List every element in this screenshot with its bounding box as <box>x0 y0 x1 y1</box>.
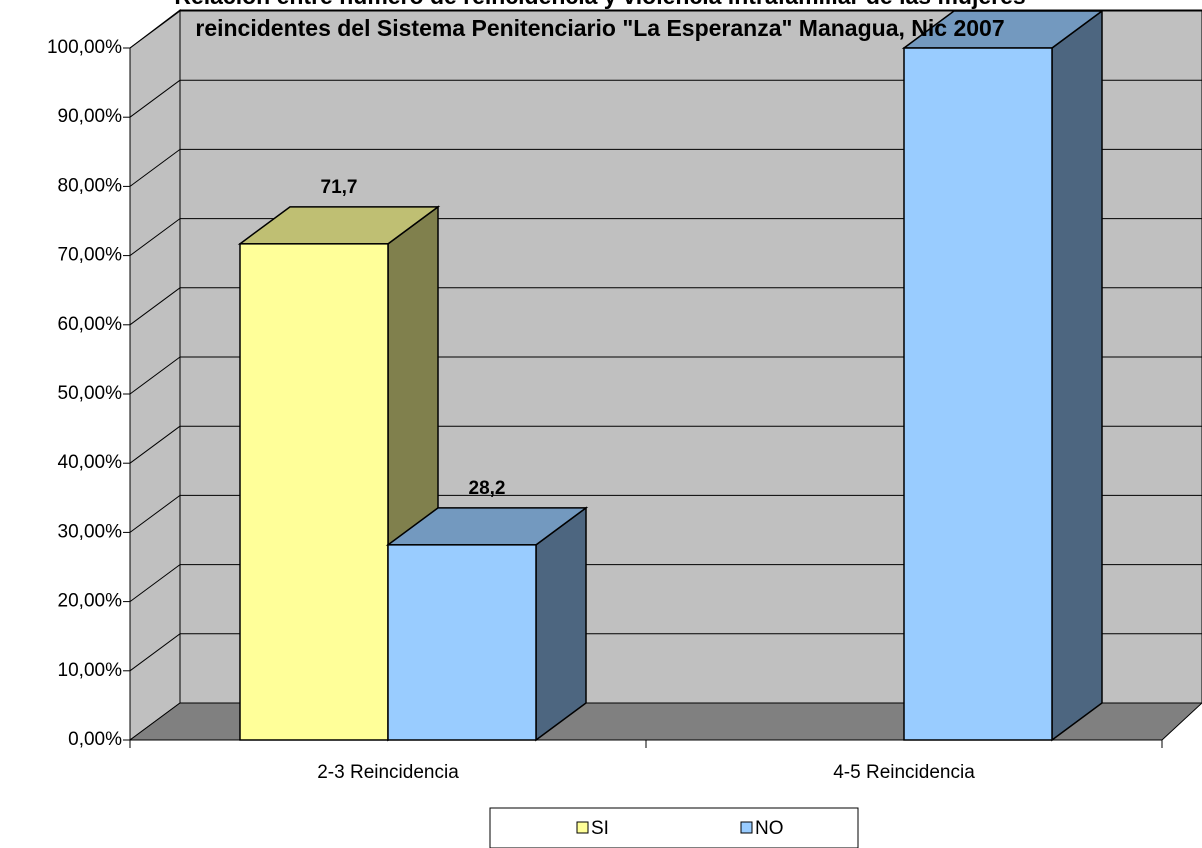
y-tick-label: 60,00% <box>58 314 123 335</box>
data-label: 28,2 <box>469 478 506 499</box>
grid-line <box>129 148 181 187</box>
y-tick-label: 20,00% <box>58 591 123 612</box>
grid-line <box>129 494 181 533</box>
grid-line <box>129 218 181 257</box>
bar <box>387 544 537 741</box>
y-tick-label: 70,00% <box>58 245 123 266</box>
chart-title: Relación entre número de reincidencia y … <box>174 0 1025 9</box>
data-label: 71,7 <box>321 177 358 198</box>
legend-swatch <box>576 821 589 834</box>
x-tick-label: 2-3 Reincidencia <box>317 762 459 783</box>
grid-line <box>129 425 181 464</box>
bar-side <box>1051 9 1103 742</box>
grid-line <box>129 564 181 603</box>
y-tick-label: 90,00% <box>58 106 123 127</box>
legend-label: NO <box>755 818 784 839</box>
legend-label: SI <box>591 818 609 839</box>
legend-swatch <box>740 821 753 834</box>
grid-line <box>129 10 181 49</box>
y-tick-label: 40,00% <box>58 452 123 473</box>
y-tick-label: 0,00% <box>68 729 122 750</box>
bar-side <box>535 506 587 742</box>
x-tick-label: 4-5 Reincidencia <box>833 762 975 783</box>
y-tick-label: 10,00% <box>58 660 123 681</box>
y-tick-label: 30,00% <box>58 521 123 542</box>
y-tick-label: 50,00% <box>58 383 123 404</box>
bar <box>903 47 1053 741</box>
legend <box>489 807 859 848</box>
y-tick-label: 100,00% <box>47 37 122 58</box>
chart-title: reincidentes del Sistema Penitenciario "… <box>195 15 1004 41</box>
bar <box>239 243 389 741</box>
grid-line <box>129 356 181 395</box>
y-tick-label: 80,00% <box>58 175 123 196</box>
grid-line <box>129 633 181 672</box>
grid-line <box>129 287 181 326</box>
grid-line <box>129 79 181 118</box>
